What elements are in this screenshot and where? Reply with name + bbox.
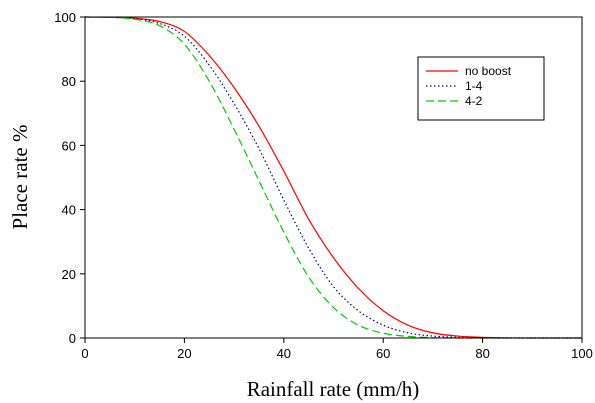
plot-frame (84, 16, 583, 339)
x-tick-label: 20 (177, 346, 191, 361)
y-tick-label: 60 (62, 138, 76, 153)
x-tick-label: 40 (277, 346, 291, 361)
y-tick-label: 0 (69, 331, 76, 346)
series-line-2 (84, 16, 582, 339)
y-tick-label: 100 (54, 10, 76, 25)
legend-label-0: no boost (465, 64, 512, 78)
x-tick-label: 80 (475, 346, 489, 361)
y-tick-label: 80 (62, 74, 76, 89)
x-axis-ticks: 0 20 40 60 80 100 (81, 338, 593, 361)
legend-label-2: 4-2 (465, 94, 483, 108)
x-tick-label: 100 (571, 346, 593, 361)
x-tick-label: 60 (376, 346, 390, 361)
y-axis-label: Place rate % (8, 125, 32, 230)
y-tick-label: 40 (62, 203, 76, 218)
x-tick-label: 0 (81, 346, 88, 361)
legend-label-1: 1-4 (465, 79, 483, 93)
y-axis-ticks: 0 20 40 60 80 100 (54, 10, 85, 346)
x-axis-label: Rainfall rate (mm/h) (247, 377, 420, 401)
y-tick-label: 20 (62, 267, 76, 282)
legend-box (417, 56, 545, 121)
